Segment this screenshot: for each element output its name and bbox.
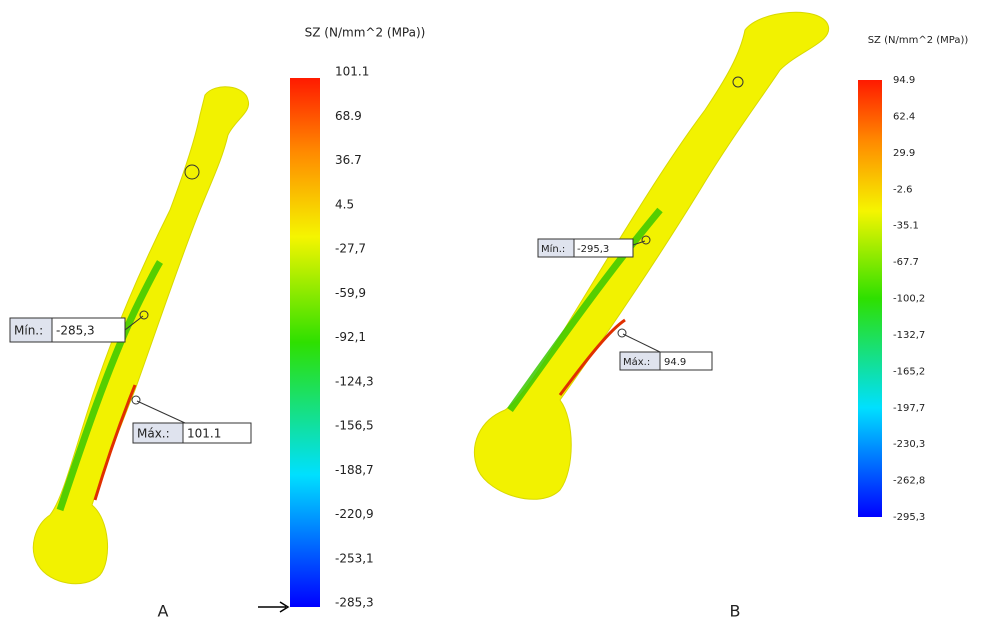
legend-title: SZ (N/mm^2 (MPa)) (305, 26, 426, 40)
arrow (258, 602, 288, 612)
tick-label: -92,1 (335, 330, 366, 344)
tick-label: -67.7 (893, 257, 919, 268)
min-value: -285,3 (56, 324, 95, 338)
bone-b (474, 12, 828, 499)
tick-label: 94.9 (893, 75, 915, 86)
tick-label: -100,2 (893, 294, 925, 305)
tick-label: 68.9 (335, 109, 362, 123)
tick-label: -165,2 (893, 366, 925, 377)
tick-label: -132,7 (893, 330, 925, 341)
tick-label: 36.7 (335, 153, 362, 167)
tick-label: -220,9 (335, 507, 374, 521)
colorbar-b (858, 80, 882, 517)
tick-label: -262,8 (893, 476, 925, 487)
max-value: 94.9 (664, 357, 686, 368)
tick-label: -2.6 (893, 184, 913, 195)
tick-label: -253,1 (335, 551, 374, 565)
callout-min-b: Mín.: -295,3 (538, 236, 650, 257)
tick-label: -188,7 (335, 463, 374, 477)
tick-label: -295,3 (893, 512, 925, 523)
tick-label: -124,3 (335, 374, 374, 388)
tick-label: 62.4 (893, 111, 915, 122)
tick-label: -156,5 (335, 419, 374, 433)
legend-title: SZ (N/mm^2 (MPa)) (868, 35, 969, 46)
tick-label: 101.1 (335, 65, 369, 79)
tick-label: -27,7 (335, 242, 366, 256)
colorbar-a (290, 78, 320, 607)
tick-label: -197,7 (893, 403, 925, 414)
tick-label: -59,9 (335, 286, 366, 300)
tick-label: -35.1 (893, 221, 919, 232)
tick-label: -285,3 (335, 596, 374, 610)
max-label: Máx.: (623, 356, 650, 368)
max-value: 101.1 (187, 427, 221, 441)
tick-label: -230,3 (893, 439, 925, 450)
panel-label: B (730, 602, 741, 621)
callout-max-b: Máx.: 94.9 (618, 329, 712, 370)
min-label: Mín.: (541, 243, 565, 255)
panel-label: A (158, 602, 169, 621)
min-value: -295,3 (577, 244, 609, 255)
tick-label: 29.9 (893, 148, 915, 159)
max-label: Máx.: (137, 427, 170, 441)
figure: SZ (N/mm^2 (MPa)) SZ (N/mm^2 (MPa)) A B … (0, 0, 981, 625)
tick-label: 4.5 (335, 197, 354, 211)
callout-max-a: Máx.: 101.1 (132, 396, 251, 443)
min-label: Mín.: (14, 324, 43, 338)
